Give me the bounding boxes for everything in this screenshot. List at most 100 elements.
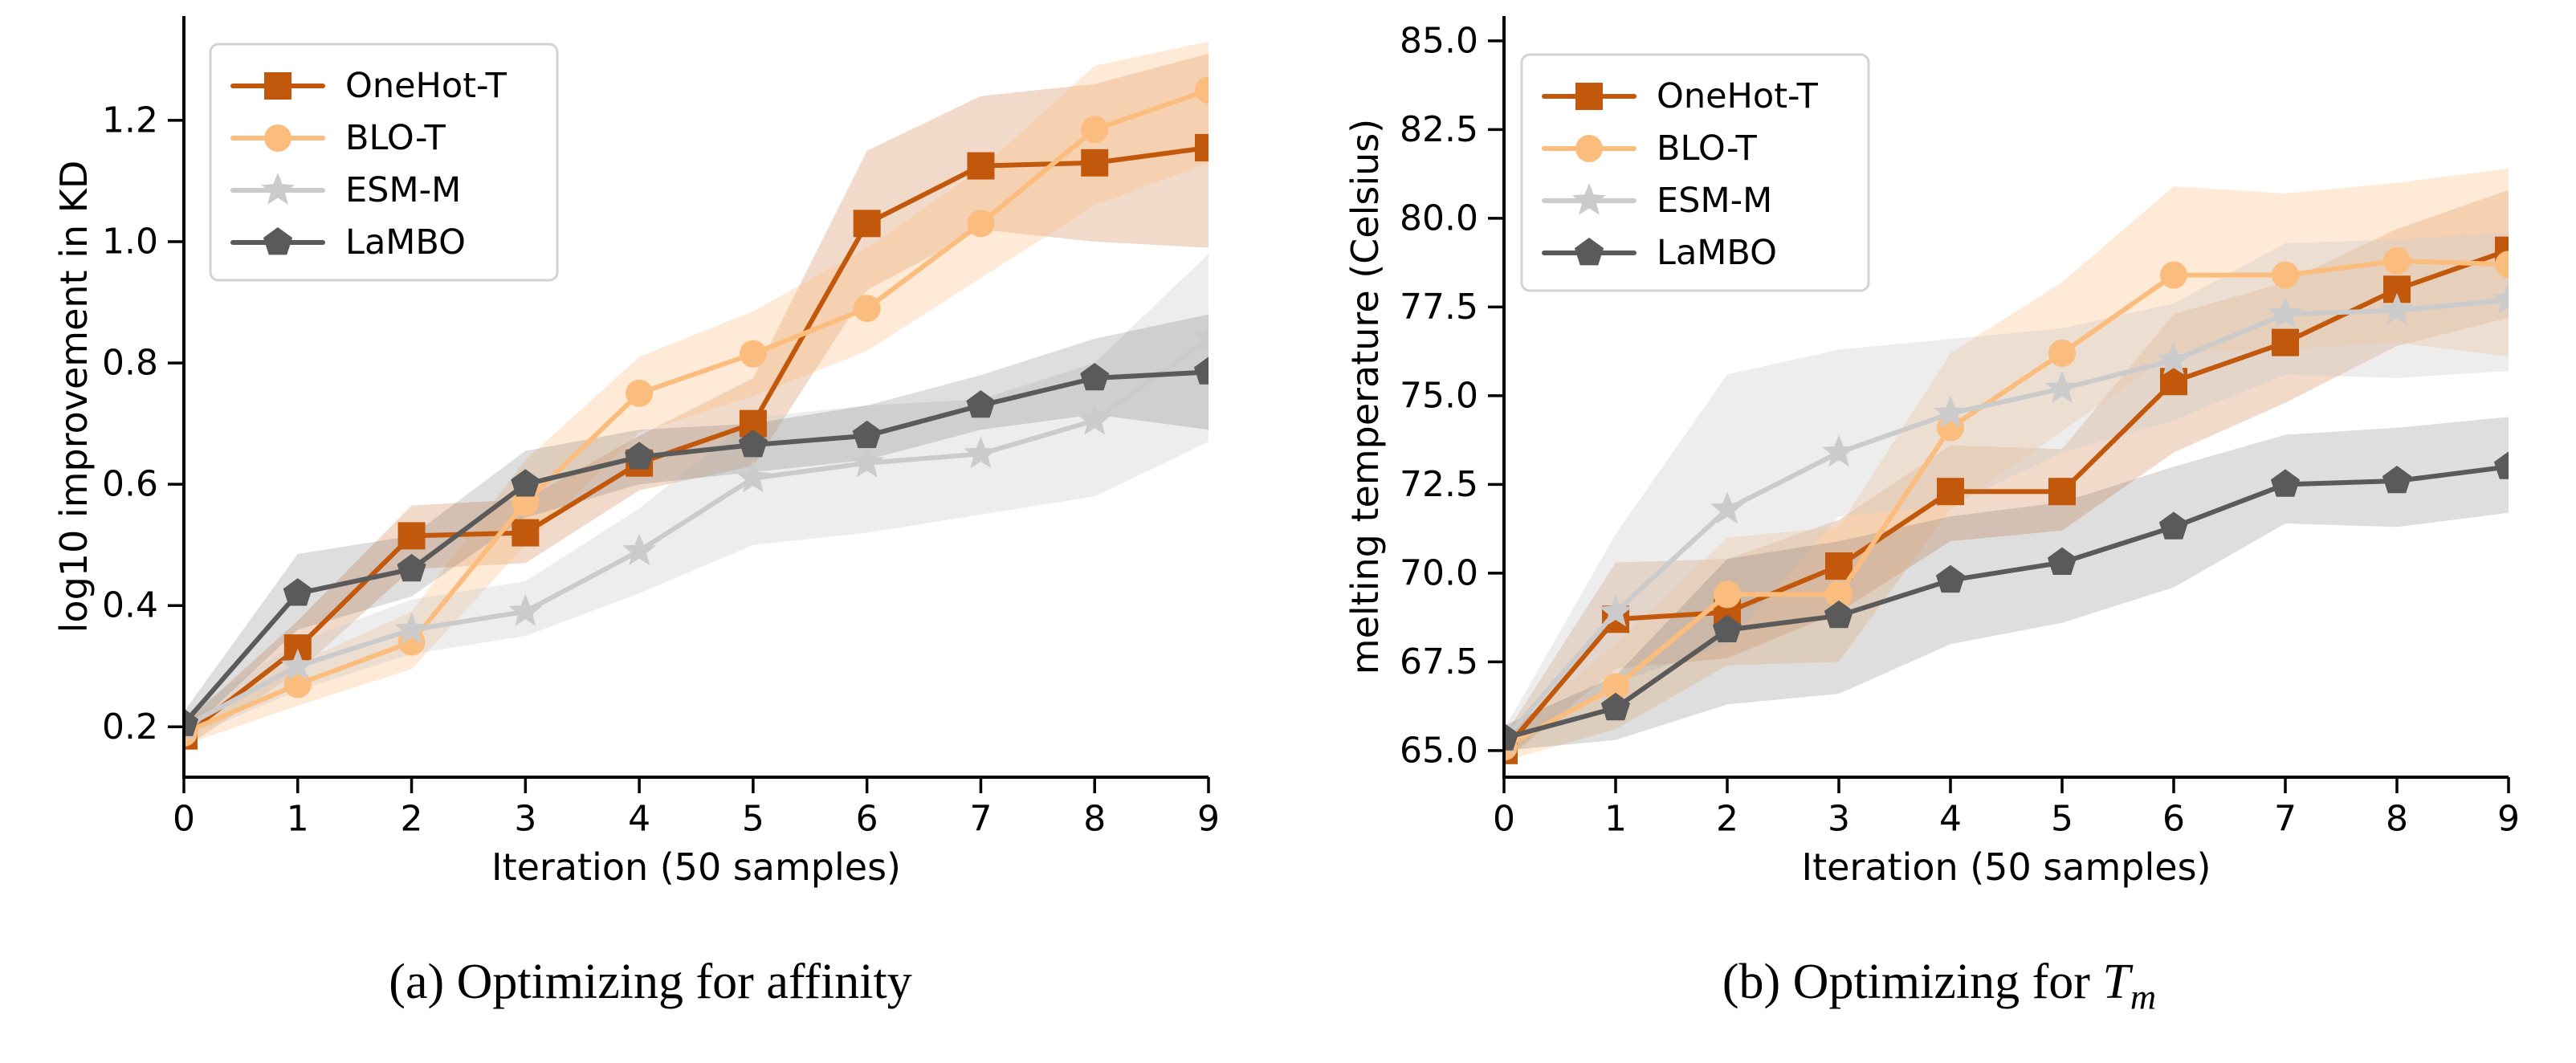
caption-a-text: (a) Optimizing for affinity — [389, 955, 912, 1009]
x-tick-label: 7 — [969, 799, 992, 840]
pentagon-marker-LaMBO-2 — [397, 553, 426, 582]
pentagon-marker-LaMBO-0 — [184, 708, 199, 736]
x-tick-label: 8 — [1083, 799, 1106, 840]
pentagon-marker-LaMBO-3 — [511, 469, 540, 497]
legend-square-icon — [264, 72, 291, 100]
series-markers-LaMBO — [1504, 451, 2509, 751]
x-tick-label: 0 — [173, 799, 195, 840]
pentagon-marker-LaMBO-8 — [1080, 363, 1110, 391]
circle-marker-BLO-T-7 — [967, 210, 995, 238]
legend-label: OneHot-T — [345, 66, 507, 106]
y-tick-label: 80.0 — [1400, 198, 1478, 238]
pentagon-marker-LaMBO-7 — [966, 390, 996, 418]
x-tick-label: 2 — [1716, 799, 1738, 840]
legend-label: BLO-T — [1657, 128, 1758, 169]
square-marker-OneHot-T-9 — [1195, 133, 1209, 161]
series-line-OneHot-T — [1504, 247, 2509, 753]
pentagon-marker-LaMBO-8 — [2382, 466, 2412, 494]
y-tick-label: 0.2 — [102, 707, 158, 747]
circle-marker-BLO-T-8 — [2383, 246, 2411, 275]
y-tick-label: 0.8 — [102, 343, 158, 384]
caption-b-math-subscript: m — [2130, 976, 2157, 1017]
axes-b: 0 1 2 3 4 5 6 7 8 9 65.0 67.5 70.0 72.5 75.0 77.5 80.0 82… — [1400, 16, 2520, 840]
star-marker-ESM-M-7 — [964, 436, 998, 469]
legend-item-ESM-M: ESM-M — [1542, 181, 1772, 221]
x-tick-label: 5 — [2051, 799, 2073, 840]
star-marker-ESM-M-4 — [622, 533, 656, 565]
confidence-band-ESM-M — [1504, 232, 2509, 751]
y-tick-label: 70.0 — [1400, 552, 1478, 593]
star-marker-ESM-M-2 — [394, 612, 429, 645]
star-marker-ESM-M-2 — [1710, 491, 1744, 524]
legend-label: OneHot-T — [1657, 76, 1819, 116]
pentagon-marker-LaMBO-6 — [852, 420, 882, 449]
x-tick-label: 1 — [287, 799, 309, 840]
circle-marker-BLO-T-1 — [1602, 673, 1629, 701]
legend-item-BLO-T: BLO-T — [1542, 128, 1758, 169]
circle-marker-BLO-T-6 — [853, 295, 881, 323]
pentagon-marker-LaMBO-7 — [2270, 469, 2301, 497]
legend-circle-icon — [264, 124, 291, 152]
chart-a: 0 1 2 3 4 5 6 7 8 9 0.2 0.4 0.6 0.8 1.0 1.2 Iteration (5… — [52, 16, 1220, 889]
legend-label: ESM-M — [1657, 181, 1772, 221]
star-marker-ESM-M-9 — [2492, 282, 2509, 315]
circle-marker-BLO-T-8 — [1081, 116, 1109, 144]
legend-box — [1520, 53, 1870, 292]
y-tick-label: 82.5 — [1400, 109, 1478, 150]
series-line-ESM-M — [184, 336, 1209, 730]
circle-marker-BLO-T-3 — [1825, 580, 1853, 609]
pentagon-marker-LaMBO-1 — [283, 578, 312, 606]
star-marker-ESM-M-1 — [1599, 594, 1632, 627]
square-marker-OneHot-T-4 — [1937, 478, 1964, 506]
x-tick-label: 7 — [2274, 799, 2297, 840]
square-marker-OneHot-T-8 — [1081, 149, 1109, 177]
x-tick-label: 1 — [1604, 799, 1627, 840]
star-marker-ESM-M-4 — [1934, 396, 1967, 428]
legend-label: BLO-T — [345, 118, 446, 158]
x-tick-label: 4 — [628, 799, 650, 840]
series-line-BLO-T — [184, 88, 1209, 735]
y-axis-label-b: melting temperature (Celsius) — [1343, 119, 1387, 674]
pentagon-marker-LaMBO-5 — [738, 430, 768, 458]
y-tick-label: 0.6 — [102, 464, 158, 505]
confidence-band-OneHot-T — [1504, 189, 2509, 762]
legend-box — [209, 43, 559, 282]
pentagon-marker-LaMBO-5 — [2047, 547, 2077, 575]
star-marker-ESM-M-6 — [850, 445, 884, 478]
circle-marker-BLO-T-5 — [2048, 339, 2076, 367]
pentagon-marker-LaMBO-4 — [625, 442, 654, 470]
star-marker-ESM-M-6 — [2157, 342, 2191, 375]
circle-marker-BLO-T-5 — [739, 340, 767, 368]
legend-item-ESM-M: ESM-M — [230, 170, 461, 210]
star-marker-ESM-M-3 — [1822, 434, 1856, 467]
y-tick-label: 0.4 — [102, 585, 158, 626]
pentagon-marker-LaMBO-3 — [1824, 600, 1854, 629]
square-marker-OneHot-T-2 — [397, 522, 426, 550]
y-tick-label: 1.2 — [102, 100, 158, 141]
legend-label: LaMBO — [1657, 233, 1777, 273]
x-tick-label: 3 — [514, 799, 536, 840]
x-tick-label: 6 — [2162, 799, 2185, 840]
caption-b-math-symbol: T — [2102, 955, 2130, 1009]
confidence-band-BLO-T — [184, 41, 1209, 745]
x-tick-label: 3 — [1828, 799, 1850, 840]
series-markers-LaMBO — [184, 356, 1209, 736]
pentagon-marker-LaMBO-9 — [2493, 451, 2509, 479]
confidence-band-OneHot-T — [184, 53, 1209, 748]
circle-marker-BLO-T-4 — [626, 379, 654, 407]
star-marker-ESM-M-1 — [280, 648, 315, 681]
series-line-OneHot-T — [184, 145, 1209, 739]
y-tick-label: 67.5 — [1400, 641, 1478, 682]
pentagon-marker-LaMBO-1 — [1600, 692, 1631, 721]
square-marker-OneHot-T-7 — [2272, 328, 2299, 356]
star-marker-ESM-M-5 — [2045, 371, 2079, 403]
star-marker-ESM-M-8 — [1078, 402, 1112, 435]
confidence-band-LaMBO — [184, 314, 1209, 736]
legend-label: ESM-M — [345, 170, 461, 210]
plot-area-b — [1504, 169, 2509, 764]
x-tick-label: 9 — [1197, 799, 1220, 840]
x-tick-label: 0 — [1493, 799, 1515, 840]
pentagon-marker-LaMBO-6 — [2158, 511, 2189, 540]
